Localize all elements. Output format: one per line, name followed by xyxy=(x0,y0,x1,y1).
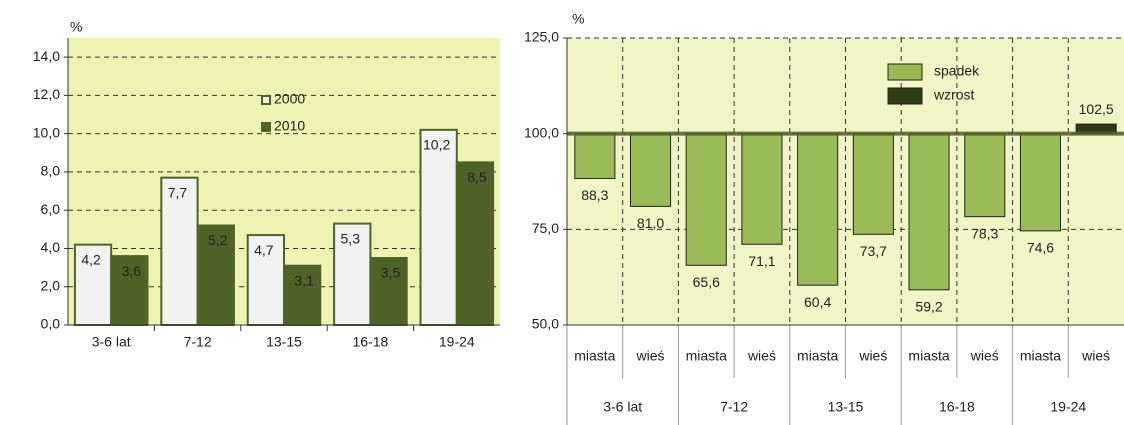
y-tick-label: 75,0 xyxy=(532,220,559,236)
y-tick-label: 2,0 xyxy=(41,277,61,293)
bar xyxy=(852,133,894,235)
legend-label: 2010 xyxy=(274,118,305,134)
y-axis-label: % xyxy=(572,11,584,27)
bar xyxy=(455,161,495,326)
value-label: 3,5 xyxy=(381,265,401,281)
y-tick-label: 0,0 xyxy=(41,316,61,332)
group-label: 13-15 xyxy=(828,399,864,415)
value-label: 71,1 xyxy=(748,253,775,269)
x-tick-label: 16-18 xyxy=(352,334,388,350)
value-label: 73,7 xyxy=(860,243,887,259)
y-axis-label: % xyxy=(70,19,82,35)
value-label: 4,2 xyxy=(81,251,101,267)
bar xyxy=(196,224,235,326)
y-tick-label: 6,0 xyxy=(41,201,61,217)
x-tick-label: 7-12 xyxy=(184,334,212,350)
legend-swatch xyxy=(887,87,923,105)
group-label: 3-6 lat xyxy=(603,399,642,415)
group-label: 16-18 xyxy=(939,399,975,415)
y-tick-label: 50,0 xyxy=(532,316,559,332)
legend-swatch xyxy=(887,63,923,81)
x-tick-label: wieś xyxy=(636,348,665,364)
value-label: 3,6 xyxy=(122,263,142,279)
value-label: 60,4 xyxy=(804,294,831,310)
y-tick-label: 14,0 xyxy=(33,48,60,64)
value-label: 5,2 xyxy=(208,232,228,248)
value-label: 7,7 xyxy=(168,184,188,200)
bar xyxy=(574,133,616,179)
x-tick-label: miasta xyxy=(686,348,727,364)
value-label: 81,0 xyxy=(637,215,664,231)
y-tick-label: 125,0 xyxy=(524,29,559,45)
x-tick-label: miasta xyxy=(908,348,949,364)
bar xyxy=(908,133,950,291)
y-tick-label: 12,0 xyxy=(33,86,60,102)
x-tick-label: wieś xyxy=(858,348,887,364)
bar xyxy=(629,133,672,207)
x-tick-label: wieś xyxy=(747,348,776,364)
x-tick-label: wieś xyxy=(970,348,999,364)
y-tick-label: 8,0 xyxy=(41,163,61,179)
y-tick-label: 100,0 xyxy=(524,124,559,140)
bar xyxy=(741,133,783,245)
value-label: 78,3 xyxy=(971,225,998,241)
group-label: 7-12 xyxy=(720,399,748,415)
x-tick-label: wieś xyxy=(1081,348,1110,364)
y-tick-label: 10,0 xyxy=(33,124,60,140)
bar xyxy=(964,133,1006,218)
bar xyxy=(110,255,149,326)
value-label: 88,3 xyxy=(581,187,608,203)
legend-swatch xyxy=(261,122,271,132)
value-label: 102,5 xyxy=(1079,101,1114,117)
y-tick-label: 4,0 xyxy=(41,239,61,255)
x-tick-label: miasta xyxy=(574,348,615,364)
bar xyxy=(160,176,199,326)
legend-swatch xyxy=(261,95,271,105)
value-label: 74,6 xyxy=(1027,240,1054,256)
group-label: 19-24 xyxy=(1050,399,1086,415)
value-label: 3,1 xyxy=(294,272,314,288)
value-label: 59,2 xyxy=(915,298,942,314)
bar xyxy=(685,133,727,266)
legend-label: wzrost xyxy=(933,87,975,103)
value-label: 10,2 xyxy=(423,137,450,153)
value-label: 65,6 xyxy=(693,274,720,290)
value-label: 4,7 xyxy=(254,242,274,258)
value-label: 8,5 xyxy=(467,169,487,185)
x-tick-label: 13-15 xyxy=(266,334,302,350)
bar xyxy=(419,128,458,326)
x-tick-label: 19-24 xyxy=(439,334,475,350)
legend-label: spadek xyxy=(934,63,980,79)
x-tick-label: miasta xyxy=(1020,348,1061,364)
x-tick-label: 3-6 lat xyxy=(92,334,131,350)
x-tick-label: miasta xyxy=(797,348,838,364)
value-label: 5,3 xyxy=(341,230,361,246)
legend-label: 2000 xyxy=(274,91,305,107)
bar xyxy=(797,133,839,286)
bar xyxy=(1019,133,1062,232)
